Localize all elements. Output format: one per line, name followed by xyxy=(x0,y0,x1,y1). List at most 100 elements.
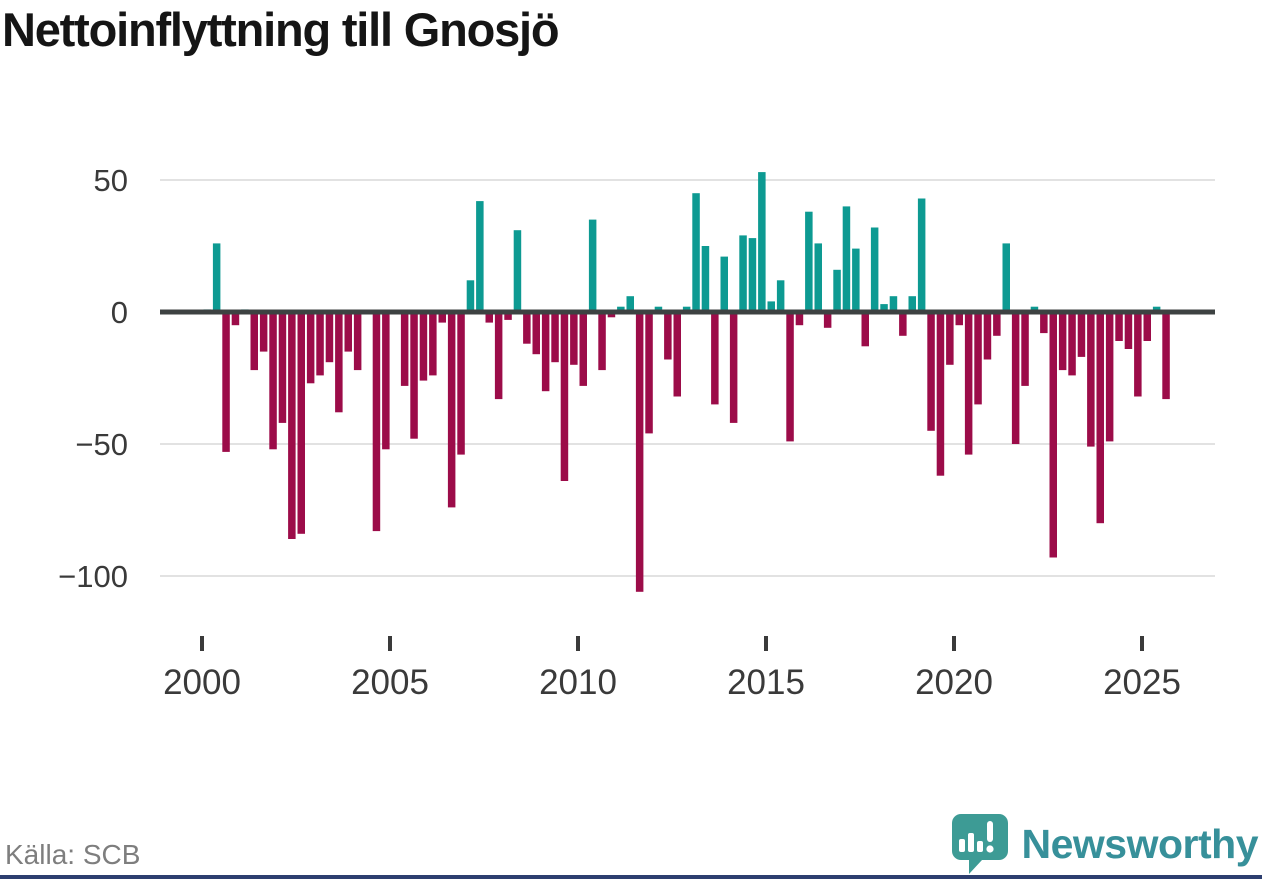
bar-2010Q3: 2010Q3: -22 xyxy=(598,312,606,371)
bar-2003Q1: 2003Q1: -24 xyxy=(316,312,324,376)
bar-2008Q2: 2008Q2: 31 xyxy=(513,230,522,312)
bar-2009Q2: 2009Q2: -19 xyxy=(551,312,559,363)
x-axis-label: 2005 xyxy=(351,663,429,702)
bar-2009Q3: 2009Q3: -64 xyxy=(560,312,569,481)
bar-2014Q1: 2014Q1: -42 xyxy=(729,312,738,423)
bar-2005Q2: 2005Q2: -28 xyxy=(400,312,409,386)
bar-2019Q2: 2019Q2: -45 xyxy=(927,312,935,431)
bar-2021Q1: 2021Q1: -9 xyxy=(993,312,1001,336)
bar-2020Q3: 2020Q3: -35 xyxy=(974,312,982,405)
bar-2013Q4: 2013Q4: 21 xyxy=(720,256,728,312)
bar-2005Q4: 2005Q4: -26 xyxy=(419,312,428,381)
bar-2001Q4: 2001Q4: -52 xyxy=(269,312,277,450)
bar-2024Q2: 2024Q2: -11 xyxy=(1115,312,1123,341)
bar-2015Q4: 2015Q4: -5 xyxy=(795,312,804,326)
bar-2023Q3: 2023Q3: -51 xyxy=(1087,312,1095,447)
bar-2019Q3: 2019Q3: -62 xyxy=(936,312,945,476)
bar-2012Q2: 2012Q2: -18 xyxy=(664,312,672,360)
bar-2018Q3: 2018Q3: -9 xyxy=(899,312,907,336)
bar-2020Q1: 2020Q1: -5 xyxy=(955,312,963,326)
bar-2016Q4: 2016Q4: 16 xyxy=(833,269,841,312)
bar-2021Q2: 2021Q2: 26 xyxy=(1002,243,1010,312)
bar-2014Q2: 2014Q2: 29 xyxy=(739,235,747,312)
bar-2012Q3: 2012Q3: -32 xyxy=(673,312,681,397)
bar-2007Q3: 2007Q3: -4 xyxy=(485,312,493,323)
y-axis-label: 50 xyxy=(94,163,128,198)
bar-2019Q1: 2019Q1: 43 xyxy=(917,198,926,312)
bar-2016Q2: 2016Q2: 26 xyxy=(814,243,822,312)
bar-2000Q3: 2000Q3: -53 xyxy=(222,312,230,452)
x-axis-label: 2000 xyxy=(163,663,241,702)
bar-2004Q1: 2004Q1: -22 xyxy=(353,312,362,371)
bar-2022Q2: 2022Q2: -8 xyxy=(1040,312,1048,334)
bar-2022Q1: 2022Q1: 2 xyxy=(1030,306,1039,312)
bar-2010Q4: 2010Q4: -2 xyxy=(607,312,616,318)
bar-2024Q1: 2024Q1: -49 xyxy=(1105,312,1114,442)
bar-2015Q1: 2015Q1: 4 xyxy=(767,301,775,312)
bar-2021Q4: 2021Q4: -28 xyxy=(1021,312,1029,386)
bar-2008Q3: 2008Q3: -12 xyxy=(523,312,531,344)
bar-2017Q4: 2017Q4: 32 xyxy=(870,227,879,312)
bar-2018Q1: 2018Q1: 3 xyxy=(880,304,888,312)
bar-2007Q1: 2007Q1: 12 xyxy=(466,280,475,312)
bar-2011Q4: 2011Q4: -46 xyxy=(645,312,653,434)
newsworthy-bubble-icon xyxy=(951,814,1008,874)
y-axis-label: −50 xyxy=(75,427,128,462)
bar-2000Q4: 2000Q4: -5 xyxy=(231,312,240,326)
bar-2011Q1: 2011Q1: 2 xyxy=(617,306,625,312)
bar-2025Q1: 2025Q1: -11 xyxy=(1143,312,1151,341)
bar-2012Q1: 2012Q1: 2 xyxy=(654,306,663,312)
bar-2005Q3: 2005Q3: -48 xyxy=(410,312,418,439)
bar-2025Q3: 2025Q3: -33 xyxy=(1162,312,1170,400)
bar-2020Q4: 2020Q4: -18 xyxy=(983,312,992,360)
chart-title: Nettoinflyttning till Gnosjö xyxy=(2,3,560,56)
bar-2017Q1: 2017Q1: 40 xyxy=(842,206,851,312)
bar-2024Q3: 2024Q3: -14 xyxy=(1124,312,1133,349)
bar-2003Q3: 2003Q3: -38 xyxy=(335,312,343,413)
bar-2022Q4: 2022Q4: -22 xyxy=(1058,312,1067,371)
source-note: Källa: SCB xyxy=(5,839,141,870)
bar-2006Q1: 2006Q1: -24 xyxy=(429,312,437,376)
bar-2014Q3: 2014Q3: 28 xyxy=(748,238,757,312)
bar-2011Q2: 2011Q2: 6 xyxy=(626,296,634,312)
y-axis-label: 0 xyxy=(111,295,128,330)
bar-2004Q4: 2004Q4: -52 xyxy=(382,312,390,450)
bar-2002Q2: 2002Q2: -86 xyxy=(288,312,296,539)
bar-2003Q2: 2003Q2: -19 xyxy=(325,312,334,363)
bar-2015Q3: 2015Q3: -49 xyxy=(786,312,794,442)
bar-2011Q3: 2011Q3: -106 xyxy=(635,312,644,592)
bar-2008Q1: 2008Q1: -3 xyxy=(504,312,512,320)
bar-2023Q1: 2023Q1: -24 xyxy=(1068,312,1076,376)
bar-2013Q2: 2013Q2: 25 xyxy=(701,246,710,312)
bar-2021Q3: 2021Q3: -50 xyxy=(1011,312,1020,444)
bar-2009Q1: 2009Q1: -30 xyxy=(541,312,550,392)
bar-2010Q2: 2010Q2: 35 xyxy=(588,219,597,312)
bar-2014Q4: 2014Q4: 53 xyxy=(758,172,766,312)
bar-2012Q4: 2012Q4: 2 xyxy=(682,306,691,312)
bar-2025Q2: 2025Q2: 2 xyxy=(1152,306,1161,312)
bar-2018Q4: 2018Q4: 6 xyxy=(908,296,916,312)
bar-2023Q2: 2023Q2: -17 xyxy=(1077,312,1086,357)
bar-2017Q2: 2017Q2: 24 xyxy=(852,248,860,312)
bar-2006Q4: 2006Q4: -54 xyxy=(457,312,465,455)
bar-2020Q2: 2020Q2: -54 xyxy=(964,312,973,455)
bottom-accent-bar xyxy=(0,875,1262,879)
x-axis-label: 2020 xyxy=(915,663,993,702)
bar-2024Q4: 2024Q4: -32 xyxy=(1134,312,1142,397)
bar-2019Q4: 2019Q4: -20 xyxy=(946,312,954,365)
bar-2016Q1: 2016Q1: 38 xyxy=(805,211,813,312)
x-axis-label: 2010 xyxy=(539,663,617,702)
bar-2010Q1: 2010Q1: -28 xyxy=(579,312,587,386)
bar-2002Q1: 2002Q1: -42 xyxy=(278,312,287,423)
y-axis-label: −100 xyxy=(58,559,128,594)
bar-2002Q3: 2002Q3: -84 xyxy=(297,312,305,534)
bar-2017Q3: 2017Q3: -13 xyxy=(861,312,869,347)
bar-2003Q4: 2003Q4: -15 xyxy=(344,312,352,352)
bar-2022Q3: 2022Q3: -93 xyxy=(1049,312,1057,558)
newsworthy-wordmark: Newsworthy xyxy=(1021,820,1259,867)
bar-2009Q4: 2009Q4: -20 xyxy=(570,312,578,365)
bar-2013Q1: 2013Q1: 45 xyxy=(692,193,700,312)
newsworthy-logo: Newsworthy xyxy=(950,813,1259,875)
bar-2004Q3: 2004Q3: -83 xyxy=(372,312,381,532)
bar-2006Q2: 2006Q2: -4 xyxy=(438,312,446,323)
